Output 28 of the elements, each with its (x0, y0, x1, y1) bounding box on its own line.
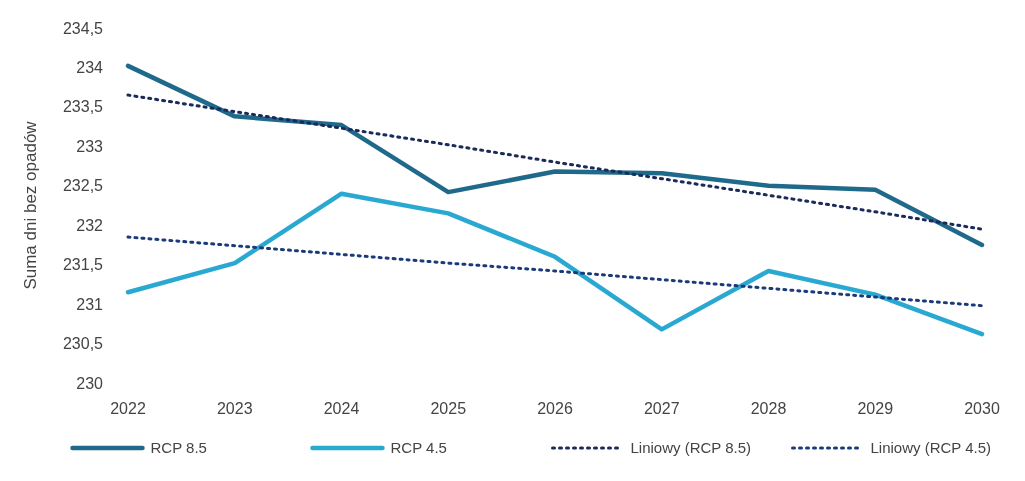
legend-label: Liniowy (RCP 8.5) (630, 439, 752, 457)
y-tick-label: 231,5 (62, 256, 104, 274)
line-series (126, 235, 984, 308)
x-tick-label: 2028 (750, 399, 787, 417)
y-tick-label: 234,5 (62, 19, 104, 37)
y-axis-title: Suma dni bez opadów (20, 120, 40, 290)
y-tick-label: 230 (76, 374, 104, 392)
legend-label: RCP 8.5 (150, 439, 207, 457)
x-tick-label: 2023 (216, 399, 253, 417)
line-series (125, 191, 985, 337)
y-tick-label: 232,5 (62, 177, 104, 195)
y-tick-label: 232 (76, 216, 104, 234)
x-tick-label: 2030 (964, 399, 1000, 417)
legend-label: Liniowy (RCP 4.5) (870, 439, 992, 457)
x-tick-label: 2024 (323, 399, 360, 417)
legend-label: RCP 4.5 (390, 439, 447, 457)
x-tick-label: 2025 (430, 399, 467, 417)
y-tick-label: 230,5 (62, 335, 104, 353)
x-tick-label: 2029 (857, 399, 894, 417)
x-tick-label: 2027 (643, 399, 680, 417)
y-tick-label: 233 (76, 137, 104, 155)
y-tick-label: 233,5 (62, 98, 104, 116)
y-tick-label: 234 (76, 59, 104, 77)
y-tick-label: 231 (76, 295, 104, 313)
x-tick-label: 2026 (537, 399, 573, 417)
line-series (126, 93, 984, 231)
line-series (125, 63, 985, 248)
x-tick-label: 2022 (110, 399, 146, 417)
